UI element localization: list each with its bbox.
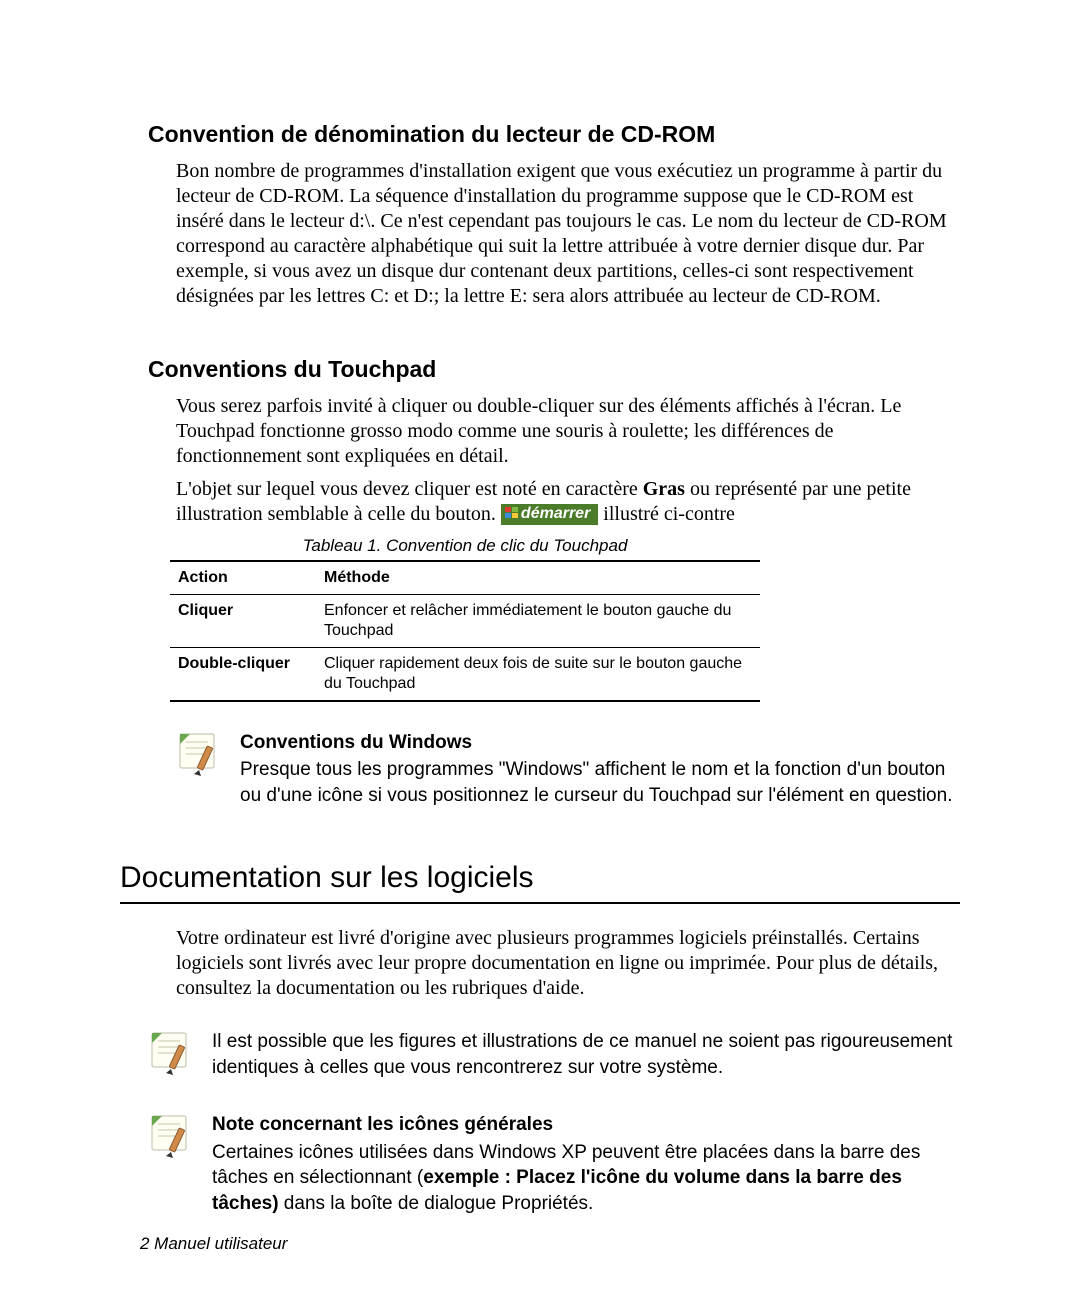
table-cell-action: Cliquer — [170, 594, 316, 647]
section-rule — [120, 902, 960, 904]
note-text: Presque tous les programmes "Windows" af… — [240, 759, 952, 806]
note-general-icons: Note concernant les icônes générales Cer… — [148, 1112, 960, 1217]
page-footer: 2 Manuel utilisateur — [140, 1233, 287, 1254]
note-icon — [148, 1112, 194, 1167]
para-touchpad-1: Vous serez parfois invité à cliquer ou d… — [176, 394, 960, 469]
demarrer-button-image: démarrer — [501, 504, 598, 525]
table-caption: Tableau 1. Convention de clic du Touchpa… — [170, 535, 760, 556]
para-documentation: Votre ordinateur est livré d'origine ave… — [176, 926, 960, 1001]
table-col-action: Action — [170, 561, 316, 595]
note-body: Conventions du Windows Presque tous les … — [240, 730, 960, 809]
note-icon — [148, 1029, 194, 1084]
note-windows-conventions: Conventions du Windows Presque tous les … — [176, 730, 960, 809]
table-row: Double-cliquer Cliquer rapidement deux f… — [170, 647, 760, 701]
para-cdrom: Bon nombre de programmes d'installation … — [176, 159, 960, 309]
note-title: Conventions du Windows — [240, 730, 960, 756]
note-body: Il est possible que les figures et illus… — [212, 1029, 960, 1080]
table-cell-methode: Enfoncer et relâcher immédiatement le bo… — [316, 594, 760, 647]
touchpad-table: Action Méthode Cliquer Enfoncer et relâc… — [170, 560, 760, 702]
note-icon — [176, 730, 222, 785]
bold-gras: Gras — [643, 478, 685, 500]
table-header-row: Action Méthode — [170, 561, 760, 595]
heading-documentation: Documentation sur les logiciels — [120, 859, 960, 897]
note-title: Note concernant les icônes générales — [212, 1112, 960, 1138]
table-row: Cliquer Enfoncer et relâcher immédiateme… — [170, 594, 760, 647]
note-body: Note concernant les icônes générales Cer… — [212, 1112, 960, 1217]
note-figures: Il est possible que les figures et illus… — [148, 1029, 960, 1084]
para-touchpad-2: L'objet sur lequel vous devez cliquer es… — [176, 477, 960, 527]
note-text-b: dans la boîte de dialogue Propriétés. — [279, 1193, 594, 1214]
table-col-methode: Méthode — [316, 561, 760, 595]
text-fragment: illustré ci-contre — [598, 503, 735, 525]
heading-cdrom: Convention de dénomination du lecteur de… — [148, 120, 960, 149]
table-cell-methode: Cliquer rapidement deux fois de suite su… — [316, 647, 760, 701]
page: Convention de dénomination du lecteur de… — [0, 0, 1080, 1309]
windows-flag-icon — [505, 506, 519, 518]
demarrer-label: démarrer — [521, 505, 590, 522]
text-fragment: L'objet sur lequel vous devez cliquer es… — [176, 478, 643, 500]
note-text: Il est possible que les figures et illus… — [212, 1031, 952, 1078]
heading-touchpad: Conventions du Touchpad — [148, 355, 960, 384]
table-cell-action: Double-cliquer — [170, 647, 316, 701]
